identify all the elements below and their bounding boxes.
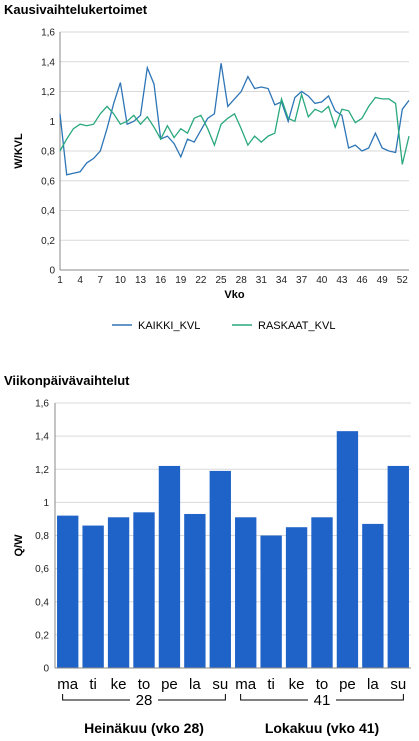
- x-tick-label: 37: [296, 275, 308, 286]
- x-axis-label: Vko: [224, 289, 244, 301]
- y-axis-label: Q/W: [13, 534, 25, 557]
- bar-la: [362, 523, 384, 668]
- bar-to: [133, 512, 155, 668]
- group-bracket: [62, 694, 226, 701]
- y-tick-label: 0,4: [35, 597, 49, 608]
- x-tick-label: 28: [236, 275, 248, 286]
- y-tick-label: 1,2: [41, 87, 55, 98]
- category-label: la: [367, 676, 379, 693]
- x-tick-label: 19: [175, 275, 187, 286]
- x-tick-label: 49: [377, 275, 389, 286]
- category-label: ti: [89, 676, 97, 693]
- legend-label: KAIKKI_KVL: [138, 320, 200, 332]
- y-tick-label: 1,6: [41, 28, 55, 39]
- week-number: 28: [136, 692, 153, 709]
- bar-ke: [285, 527, 308, 668]
- y-tick-label: 1,6: [35, 399, 49, 410]
- series-line-raskaat-kvl: [59, 92, 410, 165]
- bar-to: [311, 517, 333, 668]
- bar-ti: [82, 525, 104, 668]
- bar-pe: [336, 431, 359, 668]
- bar-su: [209, 470, 231, 668]
- x-tick-label: 1: [57, 275, 63, 286]
- y-tick-label: 0,2: [35, 630, 49, 641]
- category-label: su: [212, 676, 228, 693]
- legend-label: RASKAAT_KVL: [258, 320, 335, 332]
- category-label: ti: [267, 676, 275, 693]
- x-tick-label: 43: [336, 275, 348, 286]
- x-tick-label: 40: [316, 275, 328, 286]
- x-tick-label: 7: [97, 275, 103, 286]
- y-tick-label: 1,4: [35, 432, 49, 443]
- category-label: to: [316, 676, 329, 693]
- bar-ti: [260, 535, 282, 668]
- x-tick-label: 10: [115, 275, 127, 286]
- bar-la: [184, 513, 206, 668]
- group-bracket: [240, 694, 404, 701]
- bar-ma: [235, 517, 257, 668]
- x-tick-label: 22: [195, 275, 207, 286]
- category-label: ke: [111, 676, 127, 693]
- series-line-kaikki-kvl: [59, 63, 410, 176]
- category-label: ma: [235, 676, 256, 693]
- y-tick-label: 0: [49, 266, 55, 277]
- y-tick-label: 0: [43, 664, 49, 675]
- category-label: su: [390, 676, 406, 693]
- x-tick-label: 4: [77, 275, 83, 286]
- bar-ke: [107, 517, 130, 668]
- x-tick-label: 46: [356, 275, 368, 286]
- x-tick-label: 16: [155, 275, 167, 286]
- category-label: la: [189, 676, 201, 693]
- category-label: pe: [339, 676, 356, 693]
- x-tick-label: 25: [216, 275, 228, 286]
- x-tick-label: 52: [397, 275, 409, 286]
- bar-su: [387, 465, 409, 668]
- chart1-title: Kausivaihtelukertoimet: [4, 2, 148, 17]
- x-tick-label: 13: [135, 275, 147, 286]
- y-tick-label: 0,6: [35, 564, 49, 575]
- category-label: ma: [57, 676, 78, 693]
- group-month-label: Heinäkuu (vko 28): [84, 720, 204, 736]
- category-label: pe: [161, 676, 178, 693]
- y-tick-label: 0,2: [41, 236, 55, 247]
- category-label: to: [138, 676, 151, 693]
- week-number: 41: [314, 692, 331, 709]
- seasonal-line-chart: 0 0,2 0,4 0,6 0,8 1 1,2 1,4 1,6 1 4 7 10 13 16 19 22 25 28…: [13, 28, 410, 332]
- y-axis-label: W/KVL: [13, 133, 25, 169]
- y-tick-label: 0,8: [35, 531, 49, 542]
- y-tick-label: 1: [43, 498, 49, 509]
- y-tick-label: 0,8: [41, 147, 55, 158]
- x-tick-label: 31: [256, 275, 268, 286]
- chart2-title: Viikonpäivävaihtelut: [4, 373, 130, 388]
- y-tick-label: 0,6: [41, 176, 55, 187]
- category-label: ke: [289, 676, 305, 693]
- y-tick-label: 1,2: [35, 465, 49, 476]
- x-tick-label: 34: [276, 275, 288, 286]
- bar-pe: [158, 465, 181, 668]
- y-tick-label: 0,4: [41, 206, 55, 217]
- group-month-label: Lokakuu (vko 41): [265, 720, 379, 736]
- bar-ma: [57, 515, 79, 668]
- y-tick-label: 1: [49, 117, 55, 128]
- y-tick-label: 1,4: [41, 57, 55, 68]
